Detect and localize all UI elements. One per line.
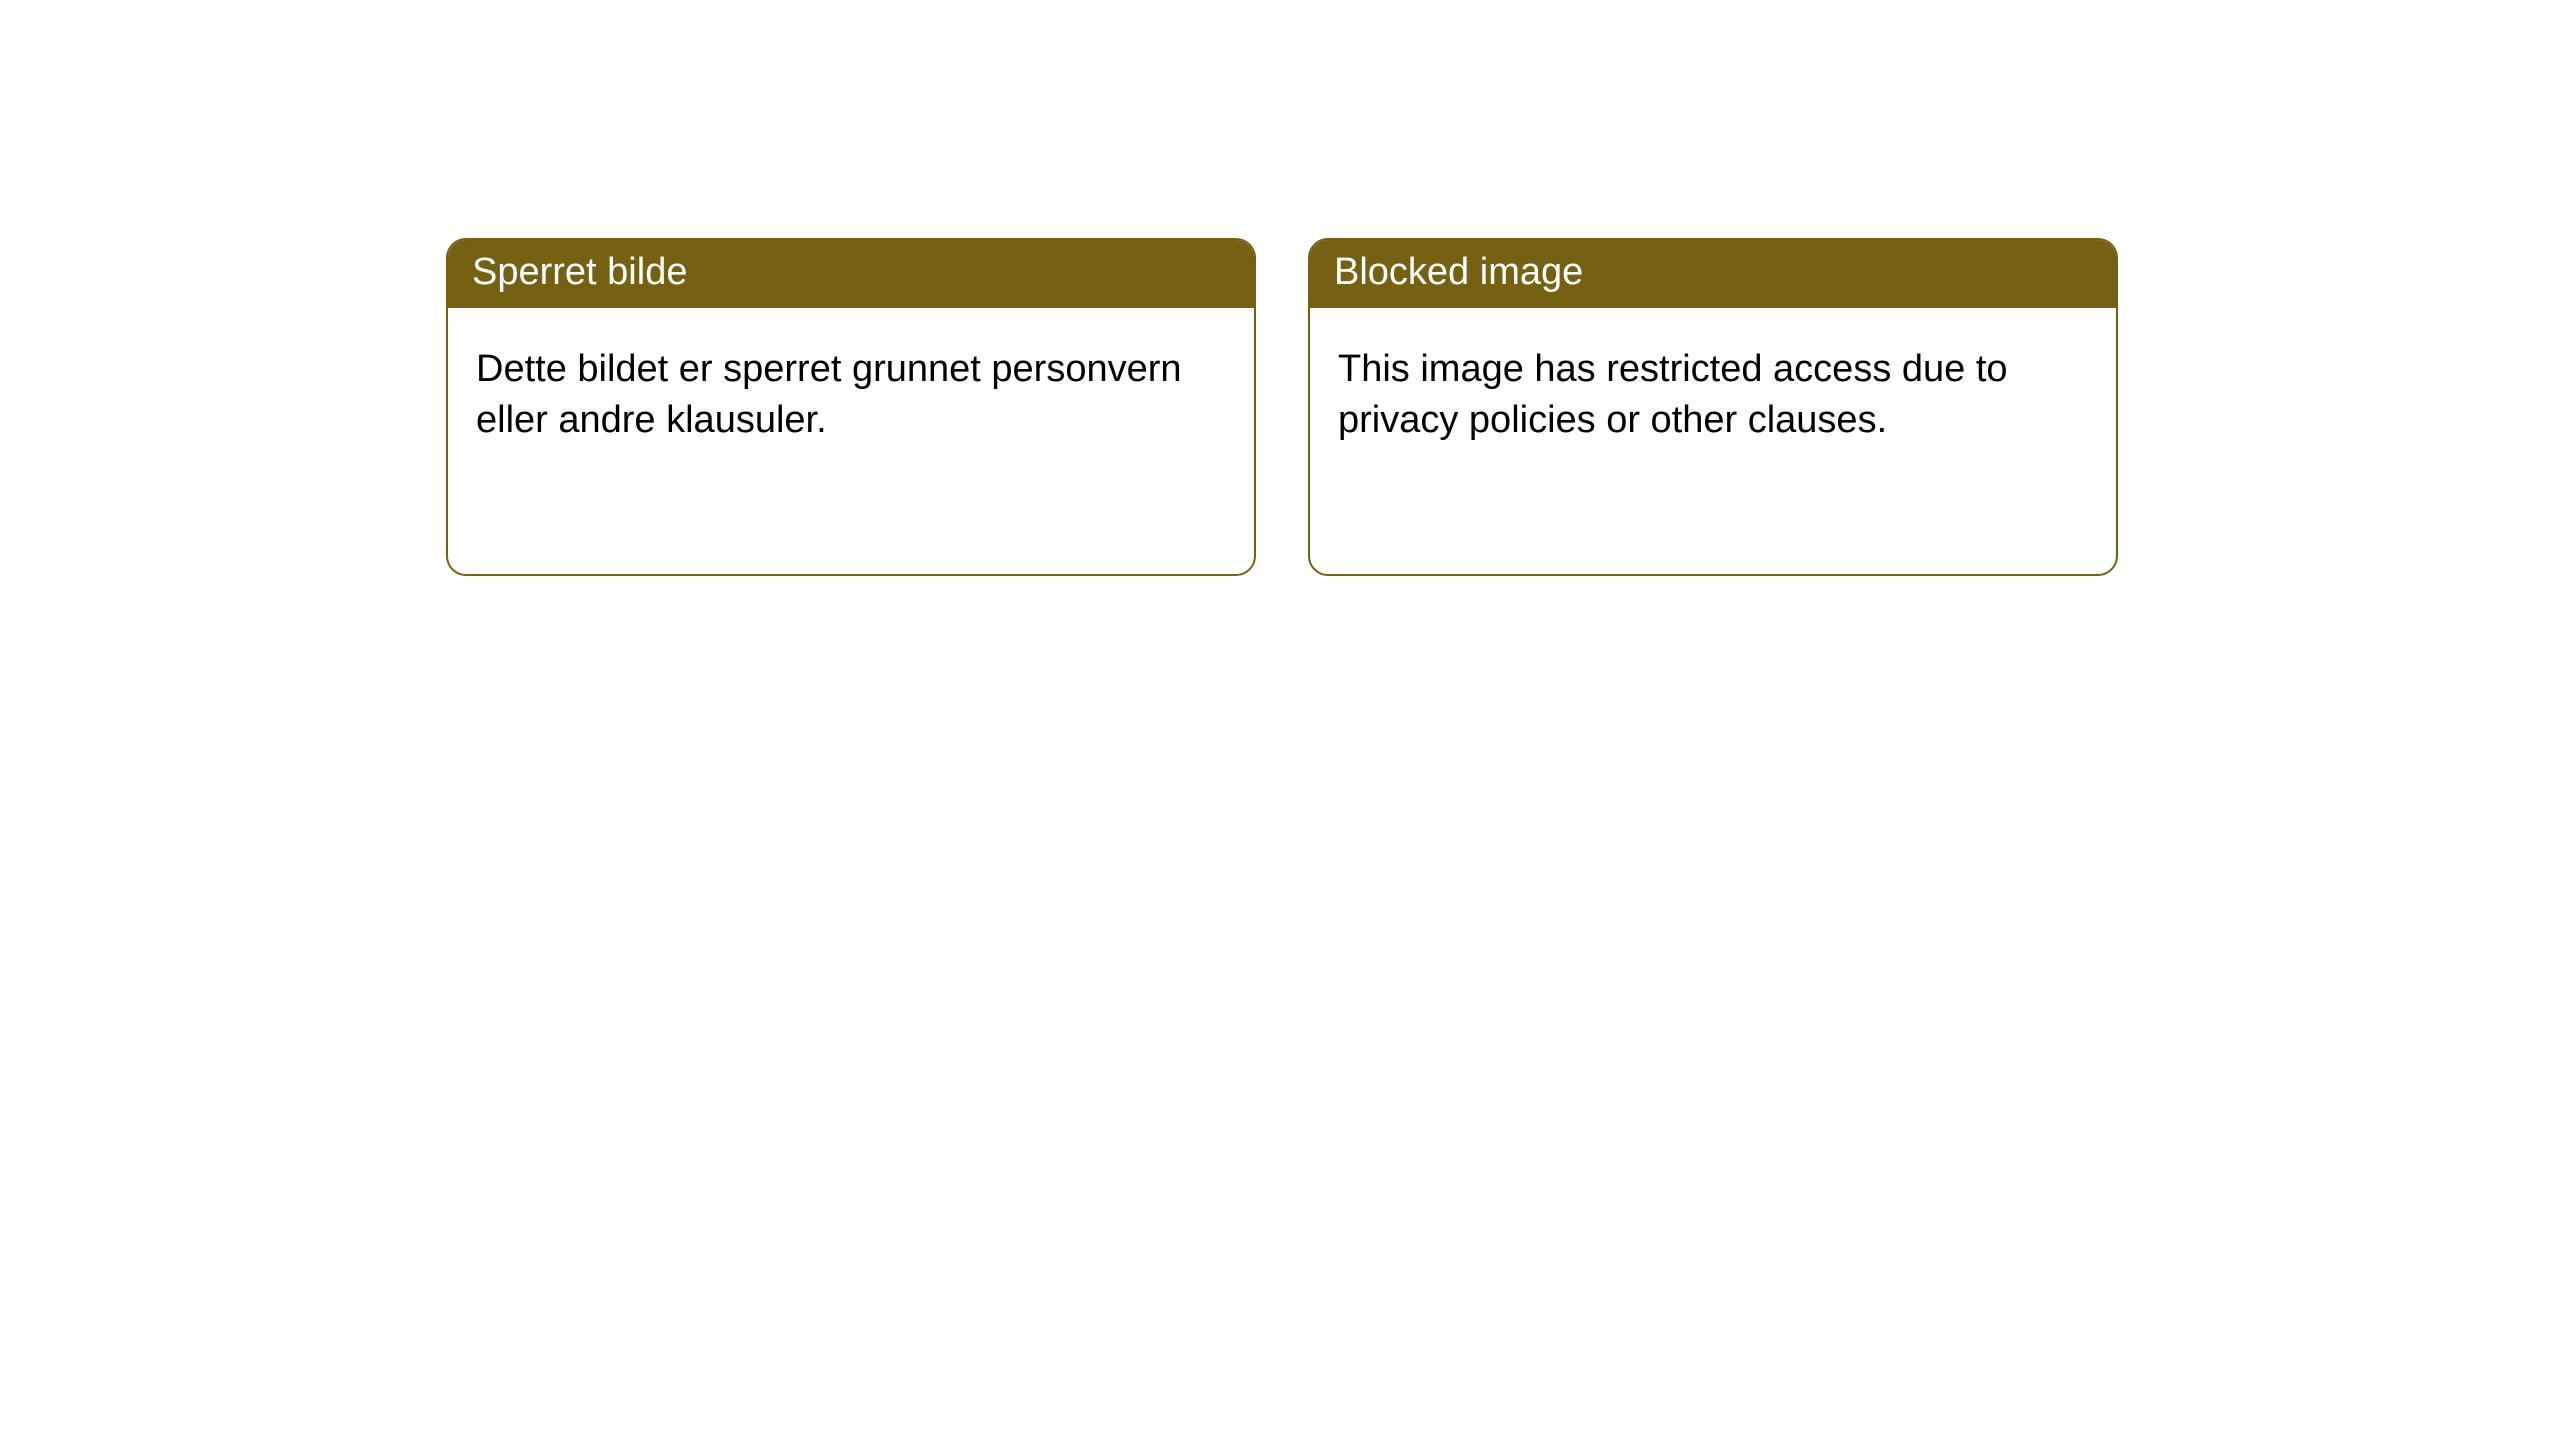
- notice-title-english: Blocked image: [1310, 240, 2116, 308]
- notice-body-english: This image has restricted access due to …: [1310, 308, 2116, 471]
- notice-title-norwegian: Sperret bilde: [448, 240, 1254, 308]
- notice-card-norwegian: Sperret bilde Dette bildet er sperret gr…: [446, 238, 1256, 576]
- notice-body-norwegian: Dette bildet er sperret grunnet personve…: [448, 308, 1254, 471]
- notice-container: Sperret bilde Dette bildet er sperret gr…: [0, 0, 2560, 576]
- notice-card-english: Blocked image This image has restricted …: [1308, 238, 2118, 576]
